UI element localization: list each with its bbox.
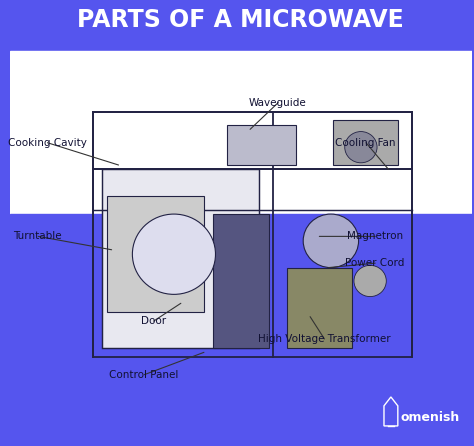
Circle shape xyxy=(303,214,359,268)
Circle shape xyxy=(345,132,377,163)
Text: Turntable: Turntable xyxy=(13,231,62,241)
Bar xyxy=(333,120,398,165)
Circle shape xyxy=(354,265,386,297)
Polygon shape xyxy=(107,196,204,312)
Bar xyxy=(10,0,472,51)
Text: PARTS OF A MICROWAVE: PARTS OF A MICROWAVE xyxy=(77,8,404,32)
Polygon shape xyxy=(287,268,352,348)
Text: Cooling Fan: Cooling Fan xyxy=(335,138,396,148)
Bar xyxy=(10,51,472,214)
Text: Door: Door xyxy=(141,316,166,326)
Circle shape xyxy=(132,214,216,294)
Text: Control Panel: Control Panel xyxy=(109,370,179,380)
Text: Waveguide: Waveguide xyxy=(249,98,307,107)
Polygon shape xyxy=(227,125,296,165)
Text: Magnetron: Magnetron xyxy=(346,231,403,241)
Text: omenish: omenish xyxy=(400,410,459,424)
Bar xyxy=(10,214,472,446)
Text: Power Cord: Power Cord xyxy=(345,258,404,268)
Polygon shape xyxy=(102,169,259,348)
Text: Cooking Cavity: Cooking Cavity xyxy=(8,138,86,148)
Text: High Voltage Transformer: High Voltage Transformer xyxy=(258,334,390,344)
Polygon shape xyxy=(213,214,269,348)
